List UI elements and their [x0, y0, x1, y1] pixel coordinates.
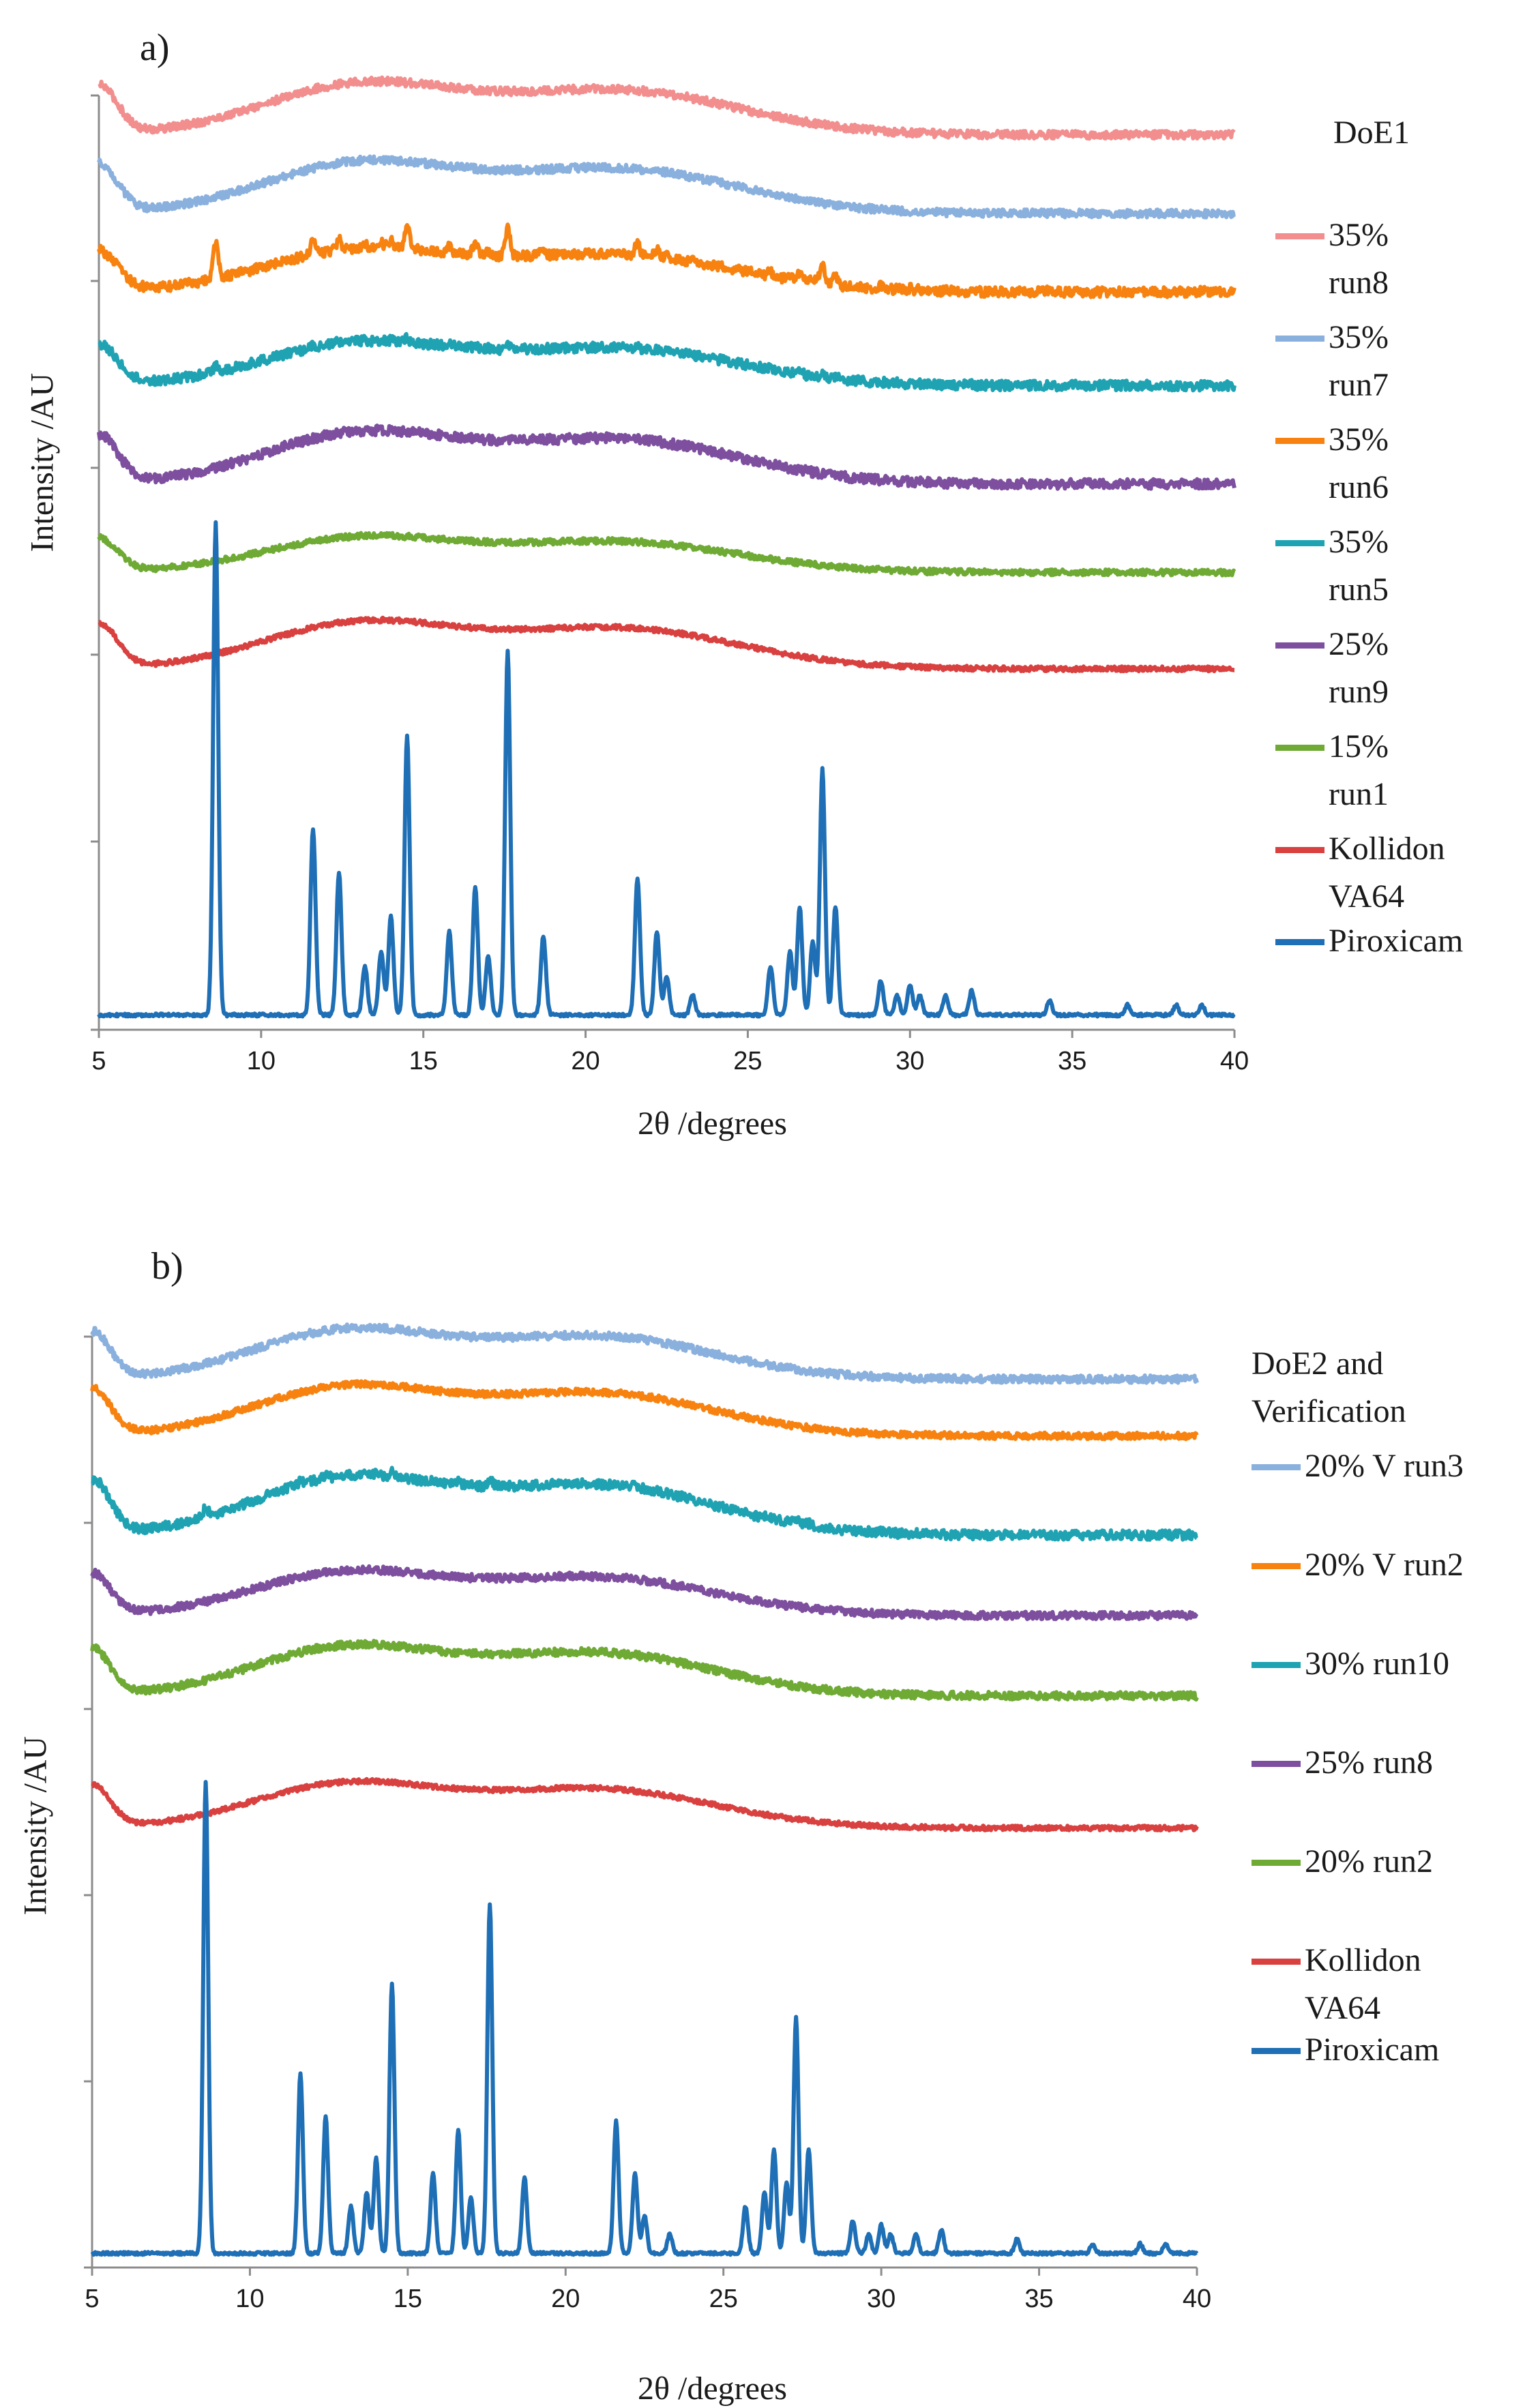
legend-label: 35% run6: [1329, 421, 1389, 505]
x-axis-label: 2θ /degrees: [638, 1105, 787, 1142]
panel-a: 5 10 15 20 25 30 35 40 a) Intensity /AU 2θ /deg…: [24, 27, 1464, 1142]
legend-swatch: [1252, 1563, 1301, 1569]
legend-item: 20% V run2: [1252, 1541, 1464, 1589]
legend-item: Kollidon VA64: [1252, 1937, 1421, 2032]
x-tick-label: 40: [1183, 2285, 1211, 2313]
legend-label: Kollidon VA64: [1329, 831, 1445, 915]
legend-label: 20% V run3: [1305, 1448, 1464, 1484]
legend: DoE2 and Verification 20% V run3 20% V ru…: [1252, 1340, 1525, 2068]
legend-item: Piroxicam: [1252, 2026, 1439, 2074]
x-tick-label: 30: [895, 1047, 924, 1075]
x-tick-label: 35: [1058, 1047, 1086, 1075]
series-line: [97, 423, 1237, 491]
legend-label: 35% run5: [1329, 524, 1389, 608]
legend-item: 25% run9: [1275, 621, 1410, 716]
legend-item: 35% run6: [1275, 416, 1410, 511]
legend-swatch: [1252, 1464, 1301, 1470]
legend-swatch: [1275, 642, 1324, 649]
legend-item: 20% run2: [1252, 1838, 1433, 1886]
chart-b: 5 10 15 20 25 30 35 40: [84, 1322, 1211, 2313]
legend-label: 35% run8: [1329, 217, 1389, 301]
x-tick-label: 25: [709, 2285, 738, 2313]
x-tick-label: 20: [571, 1047, 599, 1075]
y-axis-label: Intensity /AU: [17, 1736, 54, 1916]
x-axis-label: 2θ /degrees: [638, 2370, 787, 2407]
x-tick-label: 20: [551, 2285, 580, 2313]
legend-title: DoE2 and Verification: [1252, 1346, 1406, 1429]
legend-item: 20% V run3: [1252, 1442, 1464, 1490]
series-line: [90, 1322, 1199, 1385]
legend-swatch: [1252, 1959, 1301, 1965]
legend-swatch: [1275, 233, 1324, 239]
legend-swatch: [1252, 1860, 1301, 1866]
legend-swatch: [1275, 847, 1324, 853]
legend-label: 20% V run2: [1305, 1547, 1464, 1583]
legend: DoE1 35% run8 35% run7 35% run6 35% run5 25%…: [1275, 109, 1463, 959]
legend-swatch: [1275, 745, 1324, 751]
legend-title: DoE1: [1333, 115, 1410, 151]
series-line: [90, 1780, 1199, 2257]
panel-label: b): [151, 1245, 183, 1288]
legend-swatch: [1252, 1662, 1301, 1668]
y-axis-label: Intensity /AU: [24, 372, 61, 552]
legend-item: 25% run8: [1252, 1739, 1433, 1787]
x-tick-label: 10: [247, 1047, 276, 1075]
series-line: [91, 1777, 1199, 1832]
legend-item: 15% run1: [1275, 723, 1410, 818]
x-tick-label: 15: [394, 2285, 422, 2313]
x-tick-label: 10: [235, 2285, 264, 2313]
legend-swatch: [1275, 438, 1324, 444]
x-tick-label: 40: [1220, 1047, 1249, 1075]
series-line: [97, 520, 1236, 1019]
legend-swatch: [1252, 2047, 1301, 2054]
legend-label: 25% run9: [1329, 626, 1389, 710]
legend-item: 35% run5: [1275, 518, 1410, 614]
series-line: [97, 154, 1237, 220]
legend-swatch: [1275, 540, 1324, 546]
legend-swatch: [1275, 939, 1324, 945]
legend-label: Kollidon VA64: [1305, 1942, 1421, 2026]
x-tick-label: 5: [85, 2285, 99, 2313]
legend-label: 20% run2: [1305, 1843, 1433, 1879]
panel-b: 5 10 15 20 25 30 35 40 b) Intensity /AU 2θ /deg…: [0, 1204, 1525, 2408]
chart-a: 5 10 15 20 25 30 35 40: [91, 75, 1249, 1075]
series-line: [90, 1379, 1199, 1442]
x-tick-label: 25: [733, 1047, 762, 1075]
series-line: [90, 1639, 1199, 1702]
legend-swatch: [1252, 1761, 1301, 1767]
x-tick-label: 5: [91, 1047, 106, 1075]
series-line: [98, 331, 1237, 393]
x-tick-label: 35: [1024, 2285, 1053, 2313]
x-tick-label: 15: [409, 1047, 438, 1075]
legend-swatch: [1275, 336, 1324, 342]
series-line: [97, 531, 1237, 578]
legend-item: 30% run10: [1252, 1640, 1449, 1688]
legend-label: 25% run8: [1305, 1744, 1433, 1781]
legend-label: Piroxicam: [1305, 2031, 1440, 2068]
series-line: [98, 615, 1236, 674]
panel-label: a): [140, 27, 170, 69]
series-line: [91, 1466, 1198, 1542]
legend-label: 35% run7: [1329, 319, 1389, 403]
legend-item: Kollidon VA64: [1275, 825, 1445, 921]
legend-item: 35% run8: [1275, 211, 1410, 307]
series-line: [98, 75, 1236, 141]
series-line: [97, 222, 1237, 299]
x-tick-label: 30: [867, 2285, 895, 2313]
legend-label: 30% run10: [1305, 1646, 1449, 1682]
legend-label: Piroxicam: [1329, 923, 1464, 959]
legend-item: 35% run7: [1275, 314, 1410, 409]
legend-label: 15% run1: [1329, 728, 1389, 812]
legend-item: Piroxicam: [1275, 917, 1463, 965]
series-line: [90, 1564, 1199, 1622]
